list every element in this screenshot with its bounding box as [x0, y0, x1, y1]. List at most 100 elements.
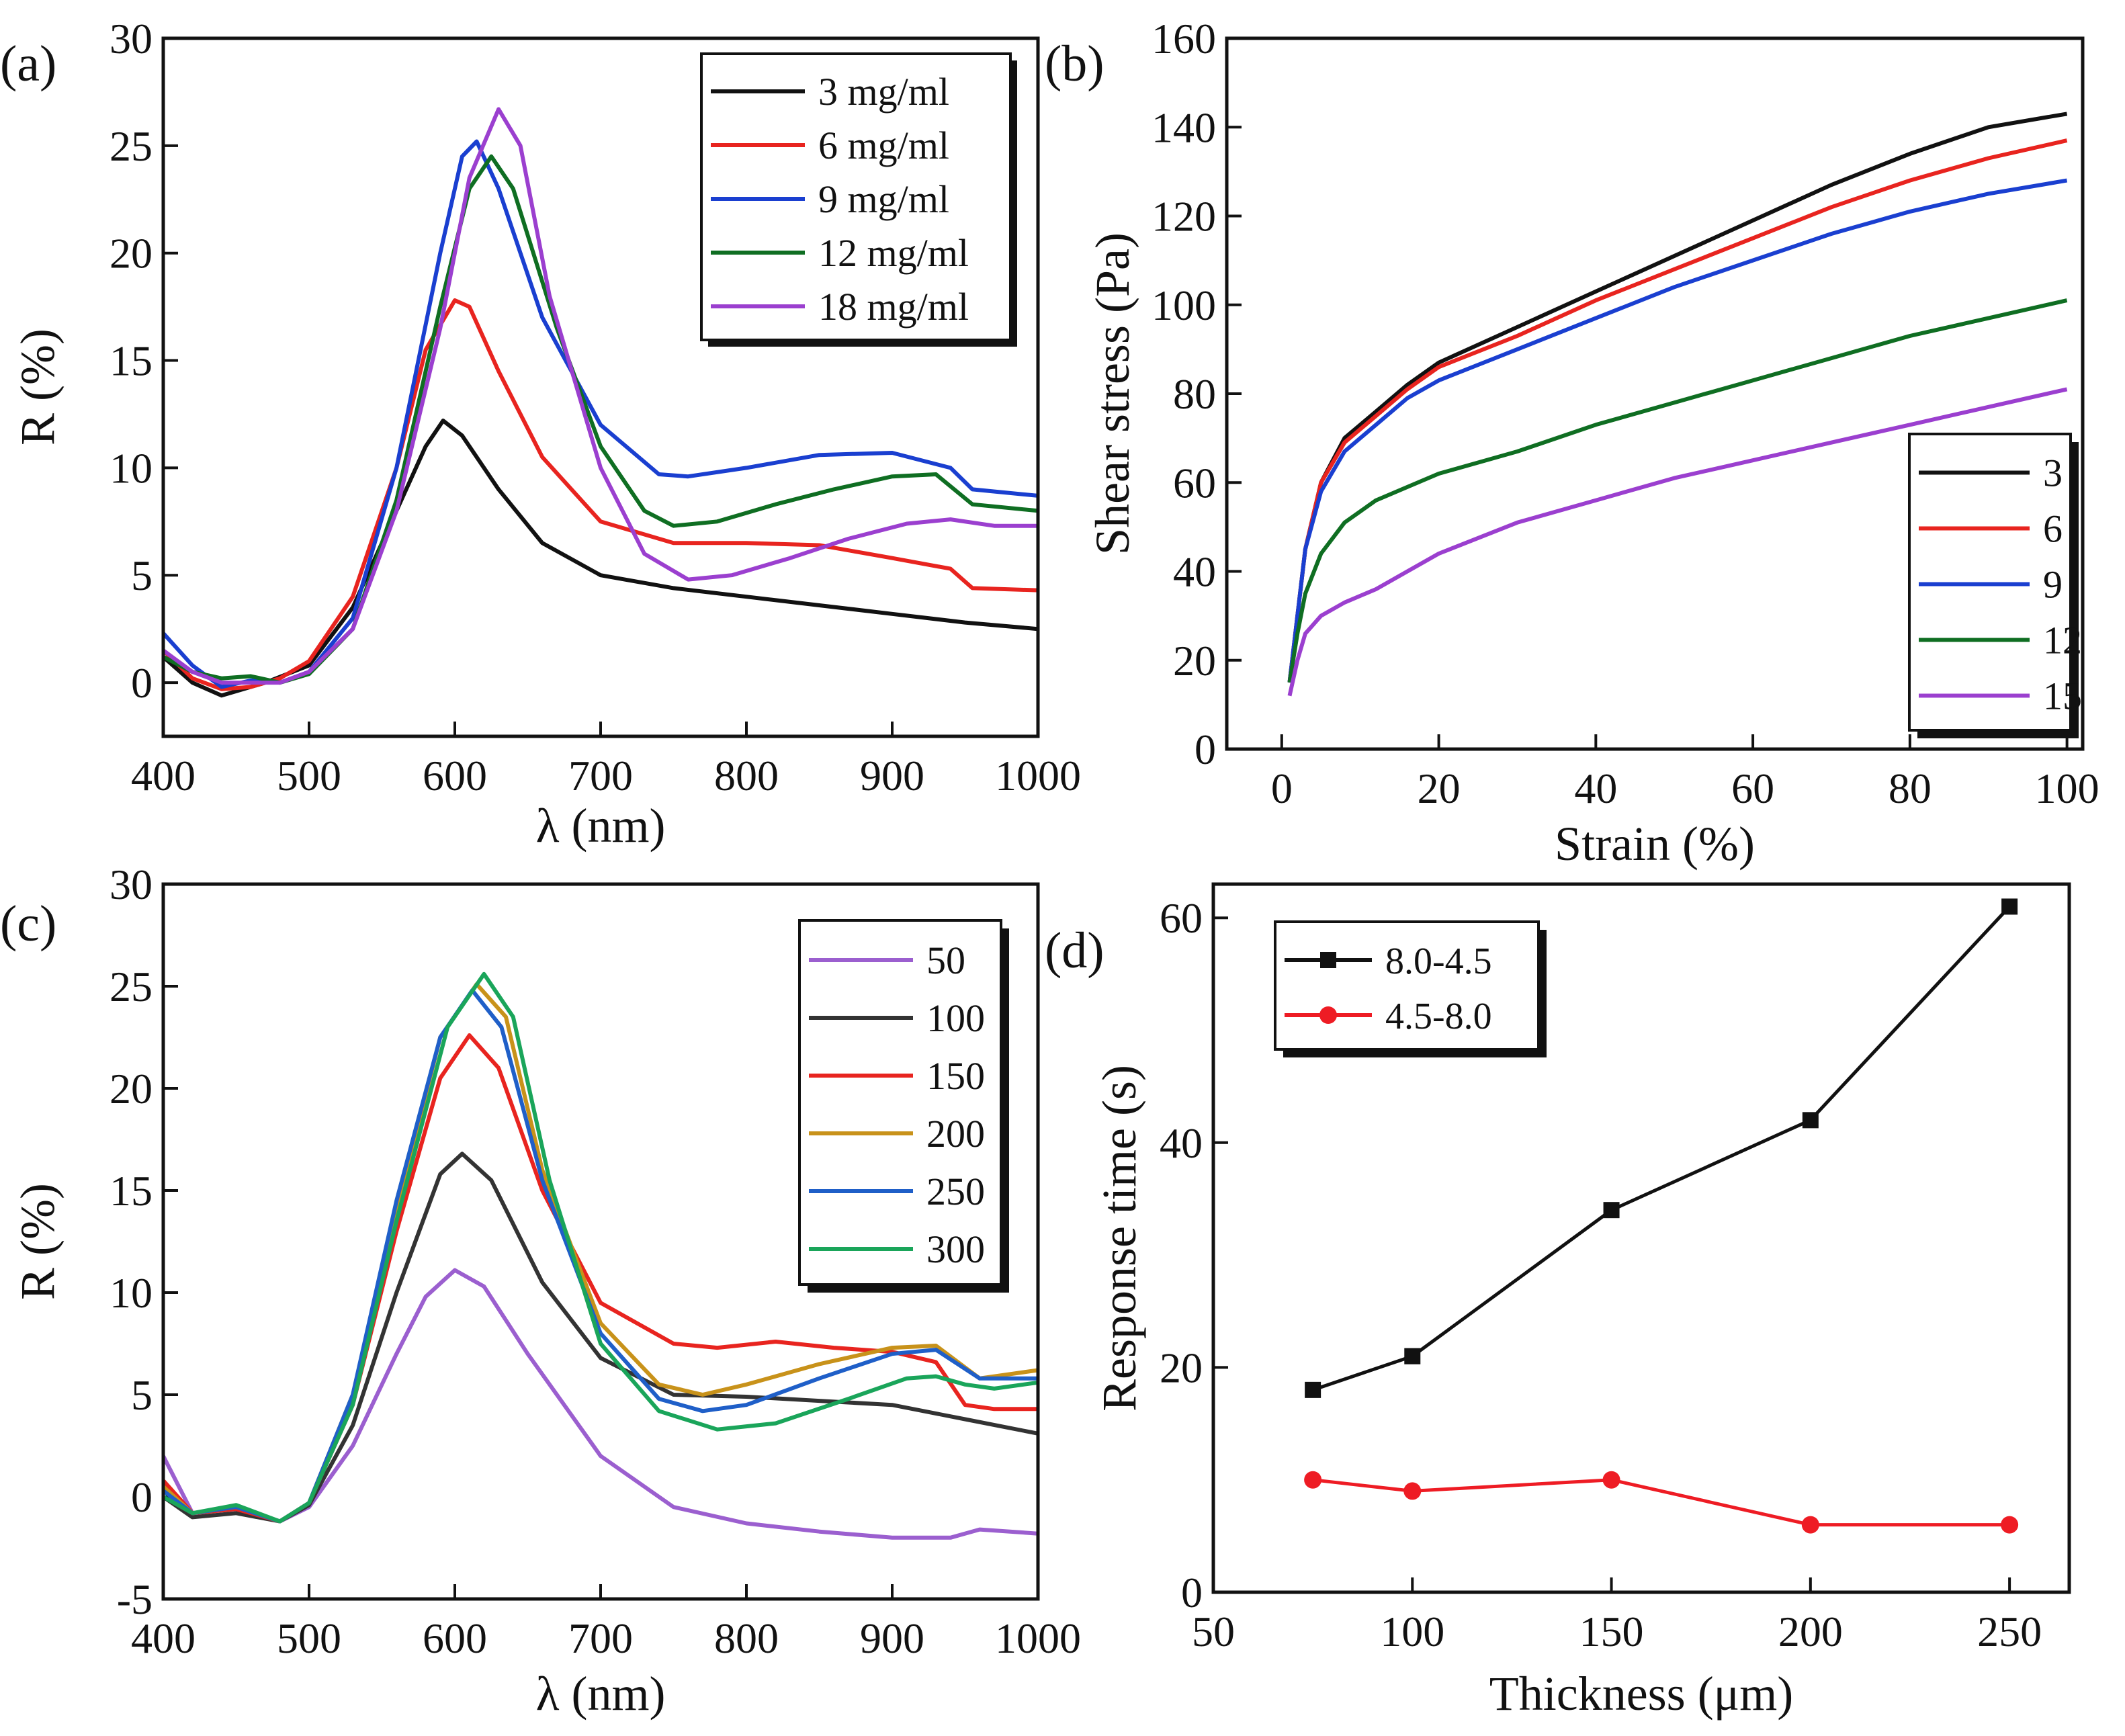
y-tick-label: 60	[1173, 459, 1216, 507]
panel-tag: (c)	[0, 896, 56, 952]
x-tick-label: 100	[1380, 1608, 1444, 1655]
series-line-9	[1287, 178, 2068, 683]
plot-frame	[161, 36, 1040, 738]
y-tick-label: -5	[117, 1575, 153, 1623]
x-tick-label: 150	[1579, 1608, 1644, 1655]
data-point-circle	[1801, 1516, 1819, 1534]
series-line-15	[1287, 387, 2068, 697]
x-tick-label: 700	[568, 752, 633, 799]
x-tick-label: 800	[714, 752, 779, 799]
x-tick-label: 200	[1778, 1608, 1843, 1655]
y-tick-label: 30	[110, 15, 153, 62]
y-tick-label: 20	[110, 1065, 153, 1113]
y-tick-label: 60	[1160, 894, 1203, 942]
legend-label: 15	[2043, 675, 2082, 718]
chart-panel-c: 400 500 600 700 800 900 1000 -5 0 5 10 15 20 25 30 50 10…	[0, 861, 1081, 1721]
y-axis-label: R (%)	[11, 329, 64, 445]
plot-frame	[161, 882, 1040, 1601]
y-tick-label: 100	[1152, 281, 1216, 329]
y-tick-label: 20	[1160, 1344, 1203, 1391]
series-line-300	[163, 971, 1038, 1524]
y-tick-label: 15	[110, 337, 153, 385]
plot-frame	[1211, 882, 2071, 1594]
y-tick-label: 25	[110, 122, 153, 170]
data-point-square	[1305, 1381, 1321, 1398]
y-tick-label: 40	[1160, 1119, 1203, 1167]
y-tick-label: 5	[131, 552, 153, 599]
y-tick-label: 30	[110, 861, 153, 908]
y-axis-label: Shear stress (Pa)	[1086, 232, 1139, 555]
panel-tag: (d)	[1045, 922, 1104, 979]
legend-box	[1274, 920, 1540, 1051]
y-tick-label: 25	[110, 963, 153, 1010]
x-tick-label: 100	[2035, 765, 2099, 812]
y-tick-label: 160	[1152, 15, 1216, 62]
legend-marker	[1320, 952, 1336, 968]
y-tick-label: 15	[110, 1167, 153, 1215]
data-point-circle	[2001, 1516, 2019, 1534]
y-tick-label: 5	[131, 1371, 153, 1419]
legend-label: 4.5-8.0	[1385, 996, 1492, 1037]
legend-label: 12 mg/ml	[818, 231, 969, 275]
x-tick-label: 500	[277, 752, 341, 799]
x-tick-label: 400	[131, 752, 196, 799]
legend-label: 3 mg/ml	[818, 70, 949, 114]
x-axis-label: Strain (%)	[1555, 817, 1755, 871]
legend-box	[798, 919, 1002, 1286]
legend-marker	[1319, 1006, 1337, 1024]
x-tick-label: 20	[1418, 765, 1461, 812]
series-line-18-mg-ml	[163, 107, 1038, 685]
x-tick-label: 40	[1574, 765, 1617, 812]
x-tick-label: 600	[423, 752, 487, 799]
legend-label: 100	[926, 996, 985, 1040]
legend-label: 12	[2043, 619, 2082, 662]
y-tick-label: 0	[1181, 1569, 1203, 1616]
y-tick-label: 0	[1195, 726, 1216, 773]
y-tick-label: 120	[1152, 193, 1216, 241]
x-tick-label: 700	[568, 1614, 633, 1662]
y-axis-label: Response time (s)	[1092, 1065, 1146, 1412]
data-point-square	[1603, 1202, 1620, 1219]
x-tick-label: 60	[1731, 765, 1774, 812]
y-tick-label: 80	[1173, 370, 1216, 418]
data-point-square	[1404, 1348, 1421, 1364]
x-tick-label: 1000	[995, 1614, 1081, 1662]
x-axis-label: λ (nm)	[536, 1667, 666, 1721]
legend-label: 18 mg/ml	[818, 285, 969, 329]
data-point-circle	[1602, 1471, 1620, 1489]
x-tick-label: 50	[1192, 1608, 1235, 1655]
legend-label: 300	[926, 1227, 985, 1271]
series-line-6-mg-ml	[163, 298, 1038, 691]
legend-label: 3	[2043, 451, 2063, 495]
x-tick-label: 500	[277, 1614, 341, 1662]
data-point-circle	[1403, 1482, 1422, 1500]
x-tick-label: 250	[1977, 1608, 2042, 1655]
legend-label: 8.0-4.5	[1385, 941, 1492, 982]
data-point-circle	[1304, 1471, 1322, 1489]
y-tick-label: 20	[1173, 637, 1216, 685]
chart-panel-b: 0 20 40 60 80 100 0 20 40 60 80 100 120 140 160 3 6 9 12 15…	[1045, 15, 2099, 871]
chart-panel-d: 50 100 150 200 250 0 20 40 60 8.0-4.5 4.5-8.0 Thick…	[1045, 882, 2071, 1721]
y-tick-label: 0	[131, 659, 153, 707]
plot-frame	[1225, 36, 2085, 751]
panel-tag: (b)	[1045, 36, 1104, 92]
data-point-square	[2001, 898, 2018, 915]
legend-label: 200	[926, 1112, 985, 1156]
chart-panel-a: 400 500 600 700 800 900 1000 0 5 10 15 20 25 30 3 mg/m…	[0, 15, 1081, 853]
legend-label: 250	[926, 1170, 985, 1213]
legend-label: 6	[2043, 507, 2063, 551]
y-tick-label: 40	[1173, 548, 1216, 596]
panel-tag: (a)	[0, 36, 56, 92]
legend-label: 6 mg/ml	[818, 124, 949, 167]
legend-label: 9 mg/ml	[818, 177, 949, 221]
x-axis-label: Thickness (μm)	[1489, 1667, 1794, 1721]
legend-label: 50	[926, 939, 965, 982]
x-axis-label: λ (nm)	[536, 799, 666, 853]
y-tick-label: 20	[110, 230, 153, 277]
series-line-12-mg-ml	[163, 154, 1038, 685]
x-tick-label: 600	[423, 1614, 487, 1662]
x-tick-label: 1000	[995, 752, 1081, 799]
series-line-3-mg-ml	[163, 419, 1038, 698]
y-tick-label: 10	[110, 1269, 153, 1317]
